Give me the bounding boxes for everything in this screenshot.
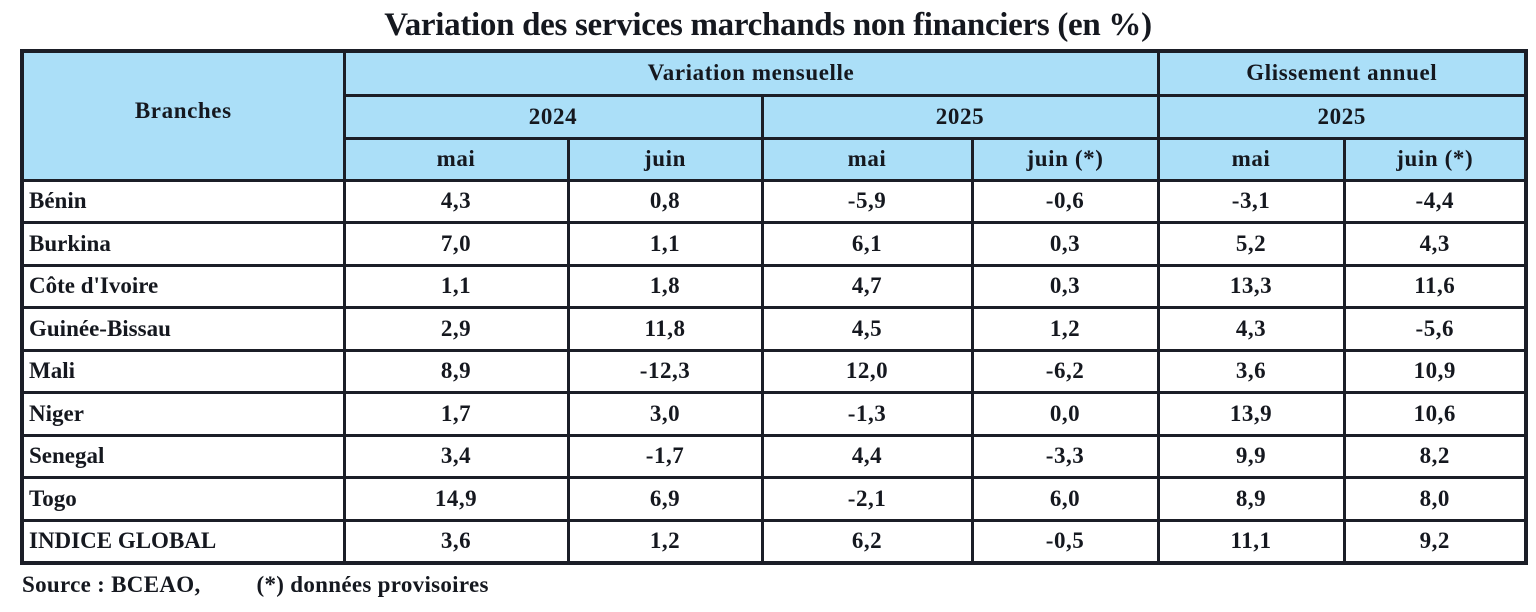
value-cell: -0,5 xyxy=(970,518,1160,564)
value-cell: 4,4 xyxy=(760,433,974,479)
value-cell: 0,3 xyxy=(970,221,1160,267)
year-2025-monthly-header: 2025 xyxy=(760,93,1160,140)
year-2024-header: 2024 xyxy=(342,93,764,140)
branch-name-cell: Niger xyxy=(20,391,346,437)
value-cell: 6,9 xyxy=(566,476,764,522)
value-cell: -0,6 xyxy=(970,178,1160,224)
value-cell: 3,6 xyxy=(342,518,570,564)
value-cell: 7,0 xyxy=(342,221,570,267)
month-header-juin-2025: juin (*) xyxy=(970,136,1160,182)
value-cell: 4,7 xyxy=(760,263,974,309)
value-cell: 4,3 xyxy=(1156,306,1346,352)
value-cell: 2,9 xyxy=(342,306,570,352)
value-cell: 0,0 xyxy=(970,391,1160,437)
value-cell: 3,0 xyxy=(566,391,764,437)
value-cell: 8,9 xyxy=(1156,476,1346,522)
value-cell: -4,4 xyxy=(1342,178,1528,224)
table-body: Bénin 4,3 0,8 -5,9 -0,6 -3,1 -4,4 Burkin… xyxy=(20,178,1528,564)
table-header: Branches Variation mensuelle Glissement … xyxy=(20,49,1528,182)
table-row: Togo 14,9 6,9 -2,1 6,0 8,9 8,0 xyxy=(20,476,1528,522)
value-cell: 13,9 xyxy=(1156,391,1346,437)
value-cell: -6,2 xyxy=(970,348,1160,394)
value-cell: -5,9 xyxy=(760,178,974,224)
provisional-data-note: (*) données provisoires xyxy=(256,571,489,597)
value-cell: 8,2 xyxy=(1342,433,1528,479)
value-cell: 1,2 xyxy=(970,306,1160,352)
table-row: Mali 8,9 -12,3 12,0 -6,2 3,6 10,9 xyxy=(20,348,1528,394)
value-cell: 5,2 xyxy=(1156,221,1346,267)
value-cell: 3,4 xyxy=(342,433,570,479)
annual-variation-group-header: Glissement annuel xyxy=(1156,49,1528,97)
table-row: Senegal 3,4 -1,7 4,4 -3,3 9,9 8,2 xyxy=(20,433,1528,479)
month-header-mai-2024: mai xyxy=(342,136,570,182)
branch-name-cell: Côte d'Ivoire xyxy=(20,263,346,309)
value-cell: -3,1 xyxy=(1156,178,1346,224)
variation-table: Branches Variation mensuelle Glissement … xyxy=(20,49,1528,565)
value-cell: -2,1 xyxy=(760,476,974,522)
table-row: Bénin 4,3 0,8 -5,9 -0,6 -3,1 -4,4 xyxy=(20,178,1528,224)
footer-note: Source : BCEAO, (*) données provisoires xyxy=(22,572,1536,598)
value-cell: 6,1 xyxy=(760,221,974,267)
month-header-mai-annual: mai xyxy=(1156,136,1346,182)
source-text: Source : BCEAO, xyxy=(22,571,201,597)
month-header-juin-annual: juin (*) xyxy=(1342,136,1528,182)
value-cell: 6,0 xyxy=(970,476,1160,522)
year-2025-annual-header: 2025 xyxy=(1156,93,1528,140)
table-row-indice-global: INDICE GLOBAL 3,6 1,2 6,2 -0,5 11,1 9,2 xyxy=(20,518,1528,564)
page-title: Variation des services marchands non fin… xyxy=(384,7,1152,43)
value-cell: 3,6 xyxy=(1156,348,1346,394)
value-cell: 0,8 xyxy=(566,178,764,224)
value-cell: 9,2 xyxy=(1342,518,1528,564)
value-cell: 11,6 xyxy=(1342,263,1528,309)
month-header-juin-2024: juin xyxy=(566,136,764,182)
branch-name-cell: Burkina xyxy=(20,221,346,267)
table-row: Guinée-Bissau 2,9 11,8 4,5 1,2 4,3 -5,6 xyxy=(20,306,1528,352)
value-cell: -12,3 xyxy=(566,348,764,394)
value-cell: 4,5 xyxy=(760,306,974,352)
value-cell: 10,6 xyxy=(1342,391,1528,437)
value-cell: 11,8 xyxy=(566,306,764,352)
value-cell: 4,3 xyxy=(342,178,570,224)
branch-name-cell: INDICE GLOBAL xyxy=(20,518,346,564)
value-cell: 4,3 xyxy=(1342,221,1528,267)
value-cell: 6,2 xyxy=(760,518,974,564)
branch-name-cell: Mali xyxy=(20,348,346,394)
value-cell: 1,1 xyxy=(566,221,764,267)
value-cell: 14,9 xyxy=(342,476,570,522)
value-cell: -1,7 xyxy=(566,433,764,479)
value-cell: -3,3 xyxy=(970,433,1160,479)
value-cell: 8,0 xyxy=(1342,476,1528,522)
value-cell: 12,0 xyxy=(760,348,974,394)
branch-name-cell: Guinée-Bissau xyxy=(20,306,346,352)
branches-header-cell: Branches xyxy=(20,49,346,182)
branch-name-cell: Togo xyxy=(20,476,346,522)
table-row: Côte d'Ivoire 1,1 1,8 4,7 0,3 13,3 11,6 xyxy=(20,263,1528,309)
value-cell: 1,7 xyxy=(342,391,570,437)
value-cell: 1,8 xyxy=(566,263,764,309)
value-cell: 8,9 xyxy=(342,348,570,394)
table-row: Burkina 7,0 1,1 6,1 0,3 5,2 4,3 xyxy=(20,221,1528,267)
value-cell: 9,9 xyxy=(1156,433,1346,479)
branch-name-cell: Bénin xyxy=(20,178,346,224)
month-header-mai-2025: mai xyxy=(760,136,974,182)
table-row: Niger 1,7 3,0 -1,3 0,0 13,9 10,6 xyxy=(20,391,1528,437)
value-cell: 13,3 xyxy=(1156,263,1346,309)
value-cell: 1,2 xyxy=(566,518,764,564)
value-cell: -5,6 xyxy=(1342,306,1528,352)
value-cell: 11,1 xyxy=(1156,518,1346,564)
monthly-variation-group-header: Variation mensuelle xyxy=(342,49,1160,97)
branch-name-cell: Senegal xyxy=(20,433,346,479)
value-cell: 10,9 xyxy=(1342,348,1528,394)
value-cell: 0,3 xyxy=(970,263,1160,309)
value-cell: -1,3 xyxy=(760,391,974,437)
value-cell: 1,1 xyxy=(342,263,570,309)
